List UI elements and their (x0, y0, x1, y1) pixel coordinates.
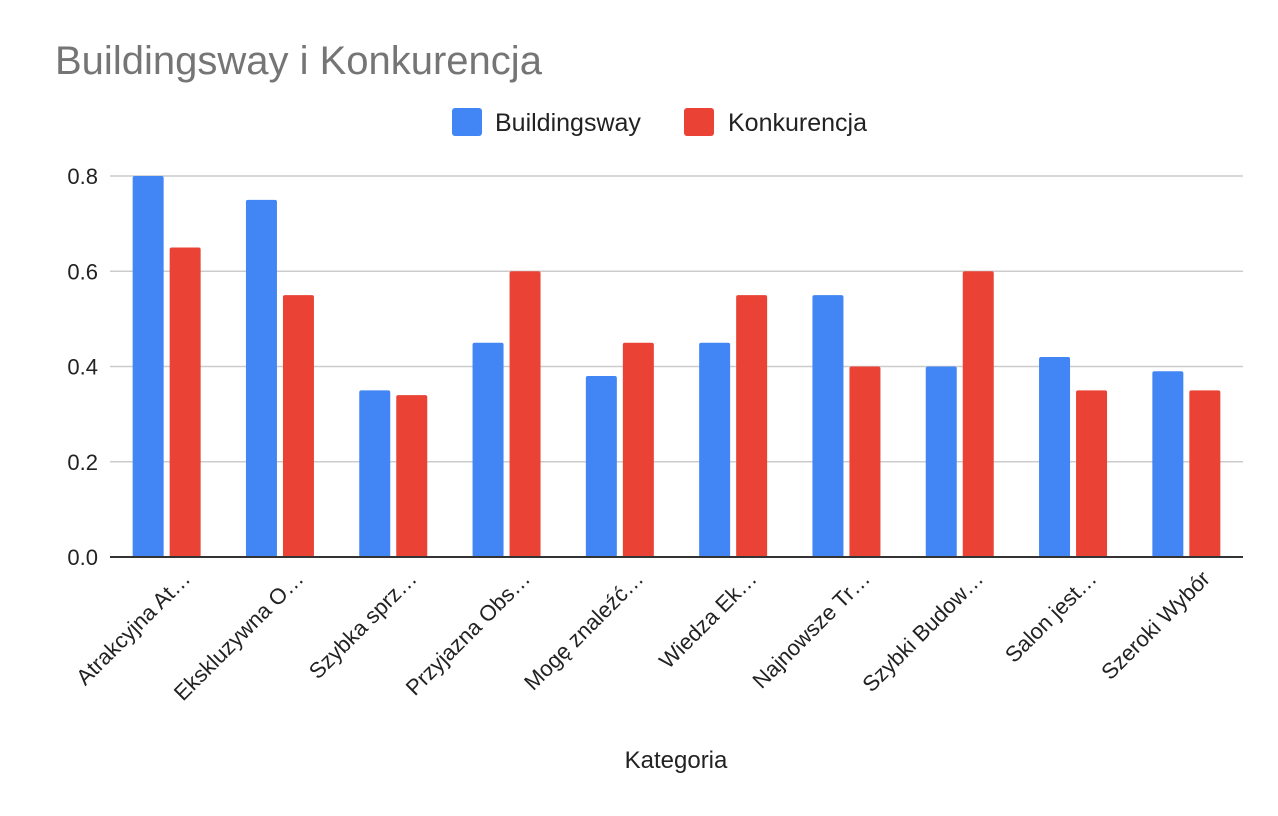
bar-buildingsway-5 (699, 342, 731, 557)
x-tick-label: Szybka sprz… (304, 566, 422, 684)
bar-konkurencja-6 (849, 366, 881, 557)
bar-buildingsway-3 (472, 342, 504, 557)
bar-konkurencja-5 (736, 295, 768, 557)
legend-label-buildingsway: Buildingsway (495, 109, 641, 137)
y-tick-label: 0.4 (67, 355, 98, 380)
legend: Buildingsway Konkurencja (452, 108, 867, 137)
gridlines (110, 175, 1243, 463)
bar-buildingsway-8 (1039, 356, 1071, 557)
bar-konkurencja-7 (962, 271, 994, 557)
bar-buildingsway-9 (1152, 371, 1184, 557)
bar-konkurencja-3 (509, 271, 541, 557)
bar-buildingsway-7 (925, 366, 957, 557)
y-tick-label: 0.8 (67, 164, 98, 189)
legend-swatch-buildingsway (452, 108, 482, 136)
bar-buildingsway-2 (359, 390, 391, 557)
x-tick-label: Najnowsze Tr… (748, 566, 875, 693)
chart-title: Buildingsway i Konkurencja (55, 39, 543, 83)
y-tick-label: 0.2 (67, 450, 98, 475)
x-axis-labels: Atrakcyjna At…Ekskluzywna O…Szybka sprz…… (71, 566, 1215, 706)
bar-konkurencja-0 (169, 247, 201, 557)
x-tick-label: Mogę znaleźć… (519, 566, 648, 695)
legend-label-konkurencja: Konkurencja (728, 109, 867, 137)
bar-konkurencja-1 (282, 295, 314, 557)
x-tick-label: Przyjazna Obs… (401, 566, 535, 700)
bar-konkurencja-4 (622, 342, 654, 557)
x-axis-title: Kategoria (625, 747, 728, 774)
x-tick-label: Wiedza Ek… (654, 566, 762, 674)
y-tick-label: 0.6 (67, 259, 98, 284)
bars (132, 176, 1221, 557)
bar-buildingsway-6 (812, 295, 844, 557)
y-axis-ticks: 0.0 0.2 0.4 0.6 0.8 (67, 164, 98, 570)
x-tick-label: Salon jest… (1000, 566, 1102, 668)
bar-buildingsway-4 (585, 376, 617, 557)
bar-buildingsway-1 (245, 199, 277, 557)
x-tick-label: Szybki Budow… (857, 566, 988, 697)
bar-konkurencja-9 (1189, 390, 1221, 557)
legend-swatch-konkurencja (684, 108, 714, 136)
y-tick-label: 0.0 (67, 545, 98, 570)
x-tick-label: Atrakcyjna At… (71, 566, 195, 690)
bar-konkurencja-8 (1076, 390, 1108, 557)
bar-konkurencja-2 (396, 395, 428, 557)
x-tick-label: Szeroki Wybór (1096, 566, 1215, 685)
bar-buildingsway-0 (132, 176, 164, 557)
